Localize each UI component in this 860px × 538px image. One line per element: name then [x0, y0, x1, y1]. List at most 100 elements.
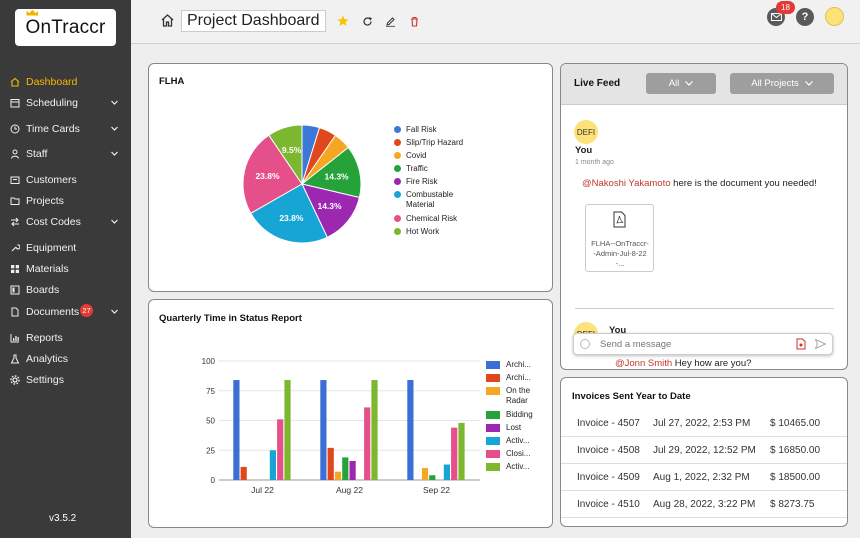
- pie-slice[interactable]: [301, 183, 361, 238]
- sidebar-item-cost-codes[interactable]: Cost Codes: [0, 212, 131, 232]
- sidebar-item-reports[interactable]: Reports: [0, 328, 131, 348]
- x-tick-label: Aug 22: [336, 485, 363, 495]
- quarterly-title: Quarterly Time in Status Report: [159, 313, 302, 324]
- bar[interactable]: [269, 450, 276, 480]
- legend-swatch: [486, 424, 500, 432]
- help-icon[interactable]: ?: [796, 8, 814, 26]
- delete-icon[interactable]: [409, 16, 420, 27]
- sidebar-item-equipment[interactable]: Equipment: [0, 238, 131, 258]
- invoice-amount: $ 10465.00: [770, 418, 821, 429]
- sidebar-item-staff[interactable]: Staff: [0, 144, 131, 164]
- refresh-icon[interactable]: [362, 16, 373, 27]
- x-tick-label: Sep 22: [423, 485, 450, 495]
- bar[interactable]: [451, 427, 458, 480]
- pie-slice[interactable]: [268, 124, 303, 186]
- bar[interactable]: [429, 475, 436, 480]
- bar[interactable]: [284, 380, 291, 480]
- invoice-amount: $ 8273.75: [770, 499, 815, 510]
- sidebar-item-label: Boards: [26, 284, 60, 296]
- bar[interactable]: [443, 464, 450, 480]
- sidebar-item-analytics[interactable]: Analytics: [0, 349, 131, 369]
- sidebar-item-documents[interactable]: Documents 27: [0, 302, 131, 322]
- sidebar-item-scheduling[interactable]: Scheduling: [0, 93, 131, 113]
- flha-pie-chart: 14.3% 14.3% 23.8% 23.8% 9.5%: [242, 124, 362, 244]
- y-tick-label: 0: [211, 476, 216, 485]
- pie-slice-label: 23.8%: [279, 213, 304, 223]
- sidebar-item-label: Cost Codes: [26, 216, 81, 228]
- invoice-row[interactable]: Invoice - 4507 Jul 27, 2022, 2:53 PM $ 1…: [561, 410, 847, 437]
- chevron-down-icon[interactable]: [111, 218, 118, 225]
- sidebar-item-label: Dashboard: [26, 76, 78, 88]
- invoice-row[interactable]: Invoice - 4509 Aug 1, 2022, 2:32 PM $ 18…: [561, 464, 847, 491]
- bar[interactable]: [233, 380, 240, 480]
- invoice-name: Invoice - 4510: [577, 499, 640, 510]
- sidebar-item-dashboard[interactable]: Dashboard: [0, 72, 131, 92]
- crown-icon: [26, 9, 39, 16]
- post-author: You: [575, 145, 593, 156]
- bar[interactable]: [364, 407, 371, 480]
- id-card-icon: [10, 176, 20, 184]
- folder-icon: [10, 197, 20, 205]
- edit-icon[interactable]: [385, 16, 396, 27]
- bar[interactable]: [371, 380, 378, 480]
- y-tick-label: 25: [206, 446, 215, 455]
- bar[interactable]: [342, 457, 349, 480]
- pie-slice[interactable]: [300, 146, 362, 199]
- filter-all-dropdown[interactable]: All: [646, 73, 716, 94]
- bar[interactable]: [277, 419, 284, 480]
- pie-slice[interactable]: [242, 134, 303, 214]
- person-icon: [11, 149, 19, 159]
- chevron-down-icon[interactable]: [111, 125, 118, 132]
- bar[interactable]: [458, 422, 465, 480]
- flha-title: FLHA: [159, 76, 185, 87]
- page-title[interactable]: Project Dashboard: [181, 10, 326, 32]
- bar[interactable]: [421, 468, 429, 480]
- app-version: v3.5.2: [49, 513, 77, 524]
- chevron-down-icon: [685, 81, 694, 86]
- invoice-row[interactable]: Invoice - 4508 Jul 29, 2022, 12:52 PM $ …: [561, 437, 847, 464]
- bar[interactable]: [407, 380, 414, 480]
- send-icon[interactable]: [815, 339, 826, 349]
- post-time: 1 month ago: [575, 159, 614, 166]
- bar[interactable]: [327, 447, 334, 480]
- message-input[interactable]: [600, 337, 780, 351]
- feed-divider: [575, 308, 834, 309]
- sidebar-item-label: Settings: [26, 374, 64, 386]
- attach-pdf-icon[interactable]: [796, 338, 806, 350]
- legend-label: Fire Risk: [406, 177, 438, 186]
- bar[interactable]: [240, 466, 247, 480]
- post-mention[interactable]: @Nakoshi Yakamoto: [582, 178, 671, 189]
- bar[interactable]: [320, 380, 327, 480]
- bar[interactable]: [349, 460, 356, 480]
- post2-mention[interactable]: @Jonn Smith: [615, 358, 673, 369]
- clock-icon: [10, 124, 20, 134]
- sidebar-item-settings[interactable]: Settings: [0, 370, 131, 390]
- attachment-card[interactable]: FLHA--OnTraccr--Admin-Jul-8-22-...: [585, 204, 654, 272]
- bar[interactable]: [334, 471, 342, 480]
- invoice-row[interactable]: Invoice - 4510 Aug 28, 2022, 3:22 PM $ 8…: [561, 491, 847, 518]
- chevron-down-icon[interactable]: [111, 308, 118, 315]
- emoji-icon[interactable]: [580, 339, 590, 349]
- sidebar-item-materials[interactable]: Materials: [0, 259, 131, 279]
- pdf-file-icon: [613, 211, 626, 228]
- sidebar-item-label: Materials: [26, 263, 69, 275]
- legend-label: Activ...: [506, 462, 530, 471]
- user-avatar[interactable]: [825, 7, 844, 26]
- sidebar-item-time-cards[interactable]: Time Cards: [0, 119, 131, 139]
- chevron-down-icon[interactable]: [111, 150, 118, 157]
- invoice-name: Invoice - 4509: [577, 472, 640, 483]
- post2-author: You: [609, 325, 627, 336]
- sidebar-item-boards[interactable]: Boards: [0, 280, 131, 300]
- legend-swatch: [486, 463, 500, 471]
- invoice-amount: $ 16850.00: [770, 445, 821, 456]
- chevron-down-icon[interactable]: [111, 99, 118, 106]
- home-icon[interactable]: [160, 13, 175, 28]
- sidebar-item-customers[interactable]: Customers: [0, 170, 131, 190]
- star-icon[interactable]: [337, 15, 349, 27]
- sidebar-item-projects[interactable]: Projects: [0, 191, 131, 211]
- sidebar-item-label: Time Cards: [26, 123, 80, 135]
- legend-label: Slip/Trip Hazard: [406, 138, 464, 147]
- filter-projects-dropdown[interactable]: All Projects: [730, 73, 834, 94]
- pie-slice[interactable]: [250, 183, 328, 244]
